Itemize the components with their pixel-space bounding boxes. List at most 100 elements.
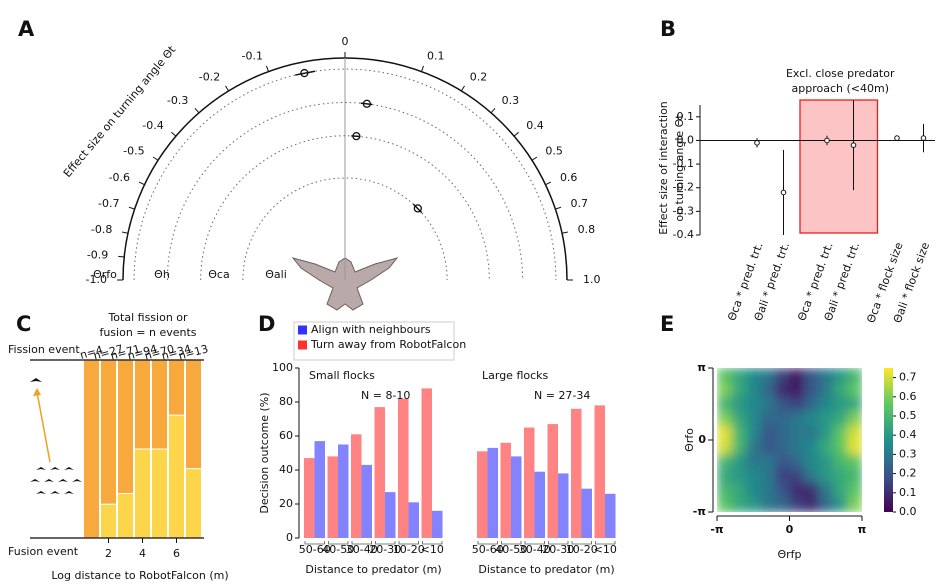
bar [421, 388, 432, 538]
cell [804, 483, 819, 499]
cell [789, 497, 805, 512]
tick-mark [128, 206, 135, 210]
tick-label: -0.5 [123, 145, 144, 158]
highlight [799, 99, 879, 234]
cell [847, 497, 862, 512]
cell [775, 411, 790, 427]
category-bracket [501, 541, 522, 545]
cell [731, 425, 747, 441]
cell [775, 483, 790, 499]
bar [605, 493, 616, 538]
bar [500, 442, 511, 538]
bar-segment [100, 503, 117, 539]
bar-segment [185, 359, 202, 470]
y-axis-label: Effect size on turning angle Θt [61, 43, 179, 180]
cell [833, 497, 848, 512]
bar [304, 458, 315, 538]
cell [804, 497, 819, 512]
bar [571, 408, 582, 538]
annotation: Excl. close predator [786, 67, 895, 80]
tick-label: 0 [342, 35, 349, 48]
cell [746, 425, 761, 441]
bar-segment [117, 359, 134, 494]
colorbar-label: 0.1 [899, 486, 917, 499]
tick-mark [545, 181, 552, 186]
panel-letter: A [18, 17, 35, 41]
y-tick-label: 0 [286, 531, 293, 544]
y-tick-label: 80 [279, 395, 293, 408]
bar-label: n=4 [78, 343, 104, 362]
cell [804, 368, 819, 383]
cell [717, 440, 732, 455]
bar [351, 434, 362, 538]
y-tick-label: 100 [272, 361, 293, 374]
tick-mark [531, 156, 538, 161]
tick-label: 0.2 [470, 70, 488, 83]
y-tick-label: 0 [698, 433, 706, 446]
point [824, 137, 830, 144]
cell [818, 425, 834, 441]
cell [833, 382, 848, 398]
cell [731, 483, 747, 499]
bar-segment [83, 359, 100, 539]
cell [717, 497, 732, 512]
cell [775, 468, 790, 484]
bar [524, 427, 535, 538]
cell [818, 454, 834, 470]
y-tick-label: -0.1 [673, 157, 694, 170]
colorbar-label: 0.7 [899, 371, 917, 384]
y-tick-label: 0.1 [677, 110, 695, 123]
cell [804, 382, 819, 398]
cell [760, 382, 776, 398]
y-axis-label: Effect size of interaction [657, 101, 670, 235]
colorbar-label: 0.3 [899, 447, 917, 460]
colorbar-label: 0.6 [899, 390, 917, 403]
x-tick-label: -π [710, 523, 724, 536]
bar [408, 502, 419, 538]
tick-mark [555, 206, 562, 210]
tick-mark [420, 65, 425, 72]
chart-title: Small flocks [309, 369, 375, 382]
x-tick-label: 40-50 [495, 543, 527, 556]
cell [717, 411, 732, 427]
cell [818, 368, 834, 383]
x-axis-label: Θrfp [777, 548, 801, 561]
bar [594, 405, 605, 538]
top-label: Fission event [8, 343, 80, 356]
x-tick-label: 2 [105, 547, 112, 560]
cell [847, 382, 862, 398]
bar-segment [168, 414, 185, 539]
ring [200, 135, 490, 281]
cell [789, 483, 805, 499]
bird-icon [291, 257, 399, 311]
category-bracket [595, 541, 616, 545]
bar [487, 447, 498, 538]
bottom-label: Fusion event [8, 545, 79, 558]
tick-label: 1.0 [583, 273, 601, 286]
bar [558, 473, 569, 538]
x-tick-label: <10 [421, 543, 444, 556]
legend-label: Align with neighbours [311, 323, 431, 336]
x-axis-label: Distance to predator (m) [305, 563, 441, 576]
cell [717, 368, 732, 383]
cell [847, 454, 862, 470]
cell [717, 454, 732, 470]
cell [731, 440, 747, 455]
point [754, 140, 760, 146]
cell [760, 468, 776, 484]
cell [717, 382, 732, 398]
cell [775, 396, 790, 412]
x-tick-label: 40-50 [322, 543, 354, 556]
cell [804, 454, 819, 470]
point [850, 142, 857, 148]
ring [166, 101, 524, 281]
cell [717, 483, 732, 499]
bar [398, 398, 409, 538]
x-tick-label: 6 [173, 547, 180, 560]
cell [775, 440, 790, 455]
category-label: Θrfo [93, 268, 117, 281]
cell [789, 440, 805, 455]
tick-label: -0.2 [199, 70, 220, 83]
tick-mark [225, 85, 230, 92]
tick-label: 0.3 [502, 94, 519, 107]
